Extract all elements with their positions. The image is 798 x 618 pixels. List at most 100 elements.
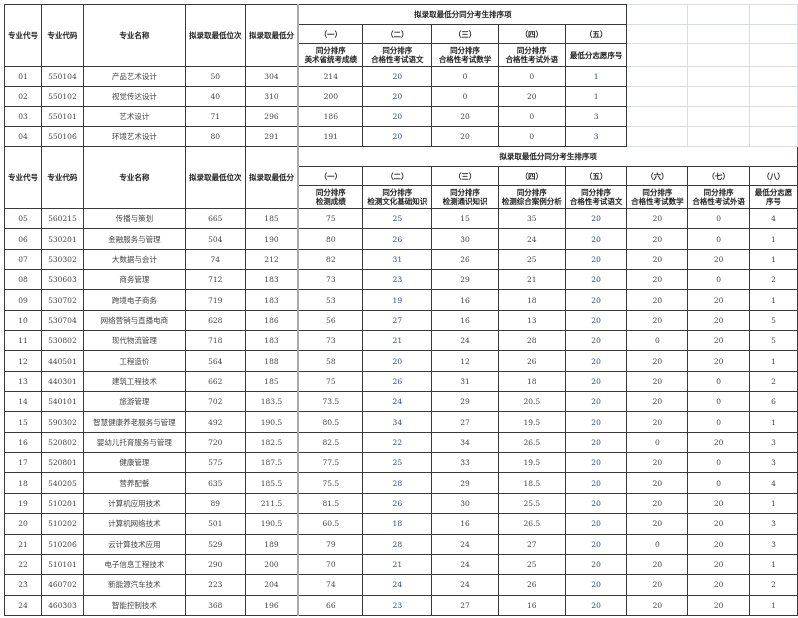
table-row: 05 560215 传播与策划 665 185 75 25 15 35 20 20 0 4 [4,207,798,230]
sort-value-cell: 16 [431,309,499,332]
table2-header-row: 专业代号 专业代码 专业名称 拟录取最低位次 拟录取最低分 拟录取最低分同分考生排序项 [4,146,798,209]
sort-value-cell: 80.5 [297,411,364,433]
major-no-cell: 07 [4,248,42,271]
sort-value-cell: 20 [564,391,628,413]
sort-value-cell: 22 [362,431,433,454]
sort-value-cell: 20 [626,289,689,311]
sort-value-cell: 34 [362,411,433,433]
sort-value-cell: 79 [297,533,364,555]
major-no-cell: 24 [4,594,42,616]
major-name-cell: 传播与策划 [82,207,186,230]
major-no-cell: 09 [4,289,42,311]
sort-value-cell: 23 [362,269,433,291]
table-row: 21 510206 云计算技术应用 529 189 79 28 24 27 20 0 20 3 [4,533,798,555]
min-score-cell: 190.5 [244,411,299,433]
min-score-cell: 200 [244,553,299,576]
sort-item-label: 同分排序 合格性考试数学 [626,185,689,209]
major-no-cell: 20 [4,513,42,535]
sort-value-cell: 20 [564,513,628,535]
sort-value-cell: 20.5 [497,391,566,413]
column-header-min-rank: 拟录取最低位次 [184,146,246,209]
major-name-cell: 大数据与会计 [82,248,186,271]
sort-value-cell: 2 [749,269,798,291]
sort-value-cell: 23 [362,594,433,616]
sort-value-cell: 1 [749,289,798,311]
sort-value-cell: 0 [687,269,751,291]
sort-item-label: 同分排序 合格性考试外语 [687,185,751,209]
sort-value-cell: 25 [497,553,566,576]
sort-value-cell: 0 [626,330,689,352]
sort-item-index: （二） [362,24,433,44]
sort-item-label: 同分排序 检测通识知识 [431,185,499,209]
min-score-cell: 183 [244,269,299,291]
major-code-cell: 590302 [40,411,84,433]
sort-value-cell: 20 [687,513,751,535]
sort-value-cell: 0 [497,106,566,127]
sort-value-cell: 19.5 [497,452,566,474]
sort-value-cell: 20 [687,492,751,515]
column-header-major-name: 专业名称 [82,4,186,67]
sort-value-cell: 3 [749,513,798,535]
sort-item-label: 同分排序 美术省统考成绩 [297,43,364,67]
sort-value-cell: 20 [626,553,689,576]
sort-value-cell: 24 [362,391,433,413]
sort-value-cell: 26 [362,492,433,515]
table-row: 19 510201 计算机应用技术 89 211.5 81.5 26 30 25.5 20 20 20… [4,492,798,515]
sort-value-cell: 0 [497,126,566,147]
major-no-cell: 18 [4,472,42,494]
sort-item-index: （七） [687,166,751,186]
major-code-cell: 530603 [40,269,84,291]
sort-value-cell: 20 [687,533,751,555]
major-code-cell: 520801 [40,452,84,474]
empty-cell [626,4,689,25]
sort-value-cell: 77.5 [297,452,364,474]
major-code-cell: 530702 [40,289,84,311]
sort-item-index: （二） [362,166,433,186]
sort-value-cell: 18 [497,289,566,311]
sort-value-cell: 1 [749,411,798,433]
sort-value-cell: 0 [687,228,751,250]
empty-cell [626,106,689,127]
sort-value-cell: 82 [297,248,364,271]
sort-value-cell: 20 [626,228,689,250]
min-rank-cell: 368 [184,594,246,616]
sort-value-cell: 25 [362,452,433,474]
sort-value-cell: 20 [626,513,689,535]
sort-value-cell: 15 [431,207,499,230]
sort-value-cell: 20 [687,350,751,372]
major-code-cell: 520802 [40,431,84,454]
table-row: 20 510202 计算机网络技术 501 190.5 60.5 18 16 26.5 20 20 2… [4,513,798,535]
major-no-cell: 17 [4,452,42,474]
major-name-cell: 智慧健康养老服务与管理 [82,411,186,433]
sort-value-cell: 20 [626,248,689,271]
sort-value-cell: 24 [362,574,433,596]
sort-value-cell: 27 [362,309,433,332]
sort-value-cell: 26.5 [497,513,566,535]
sort-value-cell: 25 [362,207,433,230]
sort-value-cell: 0 [497,66,566,87]
sort-value-cell: 2 [749,370,798,393]
major-code-cell: 510201 [40,492,84,515]
min-score-cell: 204 [244,574,299,596]
major-code-cell: 550106 [40,126,84,147]
sort-value-cell: 20 [687,431,751,454]
major-no-cell: 11 [4,330,42,352]
empty-cell [749,106,798,127]
sort-value-cell: 6 [749,391,798,413]
table-row: 03 550101 艺术设计 71 296 186 20 20 0 3 [4,106,798,127]
empty-cell [687,43,751,67]
min-rank-cell: 504 [184,228,246,250]
sort-value-cell: 56 [297,309,364,332]
column-header-major-no: 专业代号 [4,4,42,67]
sort-value-cell: 1 [564,86,628,107]
min-rank-cell: 719 [184,289,246,311]
sort-value-cell: 26 [497,574,566,596]
sort-value-cell: 1 [749,594,798,616]
major-name-cell: 环境艺术设计 [82,126,186,147]
column-header-major-code: 专业代码 [40,4,84,67]
sort-value-cell: 73 [297,269,364,291]
sort-value-cell: 0 [687,370,751,393]
table-row: 10 530704 网络营销与直播电商 628 186 56 27 16 13 20 20 20 5 [4,309,798,332]
major-code-cell: 550102 [40,86,84,107]
sort-value-cell: 4 [749,207,798,230]
